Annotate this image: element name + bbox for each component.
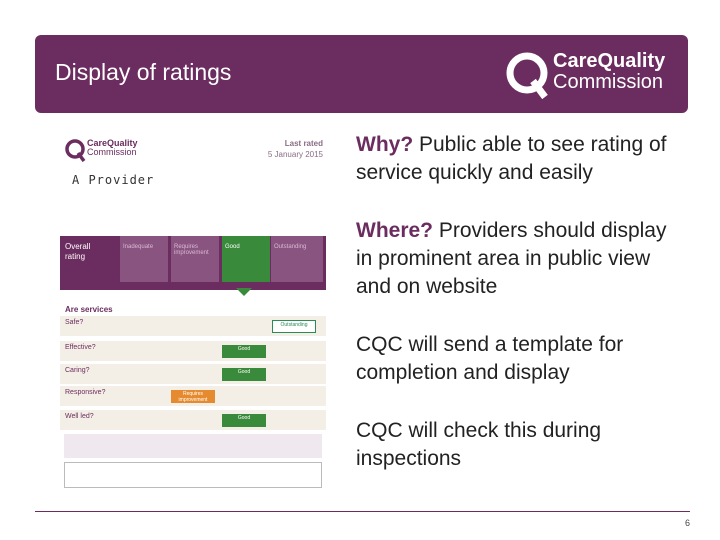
rating-badge: Good [222, 414, 266, 427]
rating-badge: Good [222, 368, 266, 381]
point-text: Providers should display in prominent ar… [356, 219, 667, 298]
logo-text: CareQuality Commission [553, 51, 665, 93]
question: Safe? [65, 319, 84, 326]
question-row: Caring? Good [60, 364, 326, 384]
bullet-points: Why? Public able to see rating of servic… [356, 131, 676, 503]
poster-logo-line: CareQuality [87, 138, 138, 148]
rating-badge: Requires improvement [171, 390, 215, 403]
poster-logo-line: Commission [87, 147, 137, 157]
point-text: CQC will send a template for completion … [356, 333, 624, 384]
question-row: Safe? Outstanding [60, 316, 326, 336]
overall-box: Overall rating Inadequate Requires improv… [60, 236, 326, 290]
header-bar: Display of ratings CareQuality Commissio… [35, 35, 688, 113]
rating-badge: Good [222, 345, 266, 358]
slide-title: Display of ratings [55, 59, 232, 85]
point-lead: Where? [356, 219, 434, 242]
question: Caring? [65, 367, 90, 374]
question-row: Responsive? Requires improvement [60, 386, 326, 406]
poster-logo-icon [65, 139, 86, 162]
last-rated: Last rated 5 January 2015 [268, 138, 323, 160]
bullet-point: CQC will check this during inspections [356, 417, 676, 473]
question-row: Well led? Good [60, 410, 326, 430]
logo-line: Commission [553, 71, 664, 93]
rating-poster: CareQuality Commission Last rated 5 Janu… [60, 128, 326, 490]
last-rated-label: Last rated [284, 139, 323, 148]
scale-box: Outstanding [271, 236, 323, 282]
scale-box: Inadequate [120, 236, 168, 282]
poster-logo: CareQuality Commission [87, 139, 138, 157]
overall-label-line: Overall [65, 242, 91, 251]
question: Well led? [65, 413, 94, 420]
poster-notes [64, 434, 322, 458]
question-row: Effective? Good [60, 341, 326, 361]
point-text: Public able to see rating of service qui… [356, 133, 667, 184]
last-rated-date: 5 January 2015 [267, 150, 323, 159]
logo-line: CareQuality [553, 50, 666, 72]
overall-label-line: rating [65, 252, 86, 261]
poster-footer-box [64, 462, 322, 488]
footer-rule [35, 511, 690, 512]
page-number: 6 [684, 518, 690, 528]
scale-box: Requires improvement [171, 236, 219, 282]
scale-box: Good [222, 236, 270, 282]
overall-pointer [236, 288, 252, 296]
bullet-point: CQC will send a template for completion … [356, 331, 676, 387]
section-title: Are services [65, 305, 113, 314]
rating-badge: Outstanding [272, 320, 316, 333]
point-lead: Why? [356, 133, 414, 156]
bullet-point: Where? Providers should display in promi… [356, 217, 676, 301]
overall-label: Overall rating [65, 242, 90, 262]
logo-icon [506, 52, 548, 100]
question: Effective? [65, 344, 96, 351]
provider-name: A Provider [72, 173, 155, 187]
point-text: CQC will check this during inspections [356, 419, 602, 470]
bullet-point: Why? Public able to see rating of servic… [356, 131, 676, 187]
question: Responsive? [65, 389, 106, 396]
